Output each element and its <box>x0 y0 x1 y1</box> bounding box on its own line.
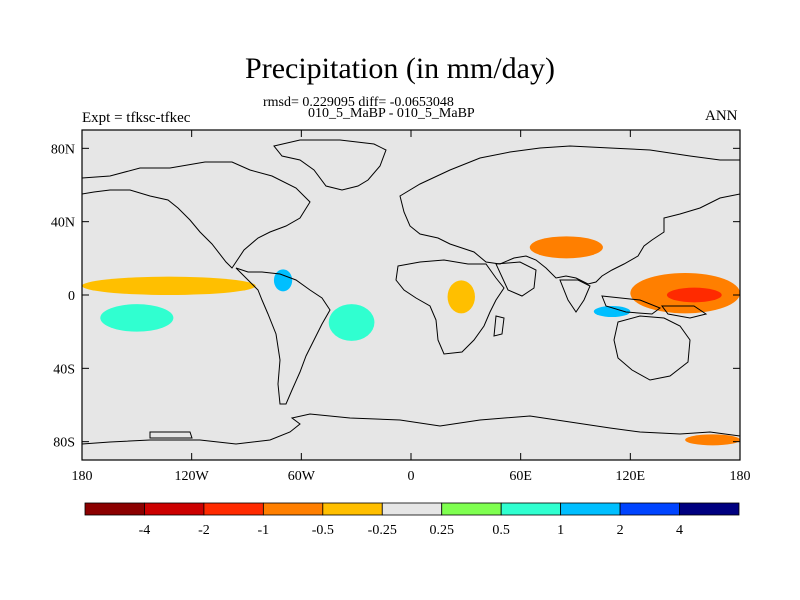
colorbar-swatch <box>84 502 145 516</box>
y-tick-label: 40S <box>53 362 75 377</box>
anomaly-region-3 <box>100 304 174 332</box>
anomaly-region-2 <box>82 276 256 296</box>
colorbar-swatch <box>381 502 443 516</box>
x-tick-label: 120E <box>616 469 646 484</box>
anomaly-region-5 <box>273 269 293 292</box>
colorbar-label: 2 <box>617 523 624 538</box>
experiment-label: Expt = tfksc-tfkec <box>82 110 191 126</box>
y-tick-label: 40N <box>51 216 75 231</box>
y-tick-label: 80N <box>51 142 75 157</box>
anomaly-region-10 <box>685 434 740 446</box>
colorbar-swatch <box>322 502 383 516</box>
colorbar-swatch <box>619 502 680 516</box>
coastlines <box>82 139 740 445</box>
colorbar-swatch <box>144 502 205 516</box>
colorbar-swatch <box>203 502 264 516</box>
anomaly-region-7 <box>529 236 603 259</box>
colorbar-label: -0.25 <box>368 523 397 538</box>
x-tick-label: 60W <box>288 469 316 484</box>
colorbar: -4 -2 -1 -0.5 -0.25 0.25 0.5 1 2 4 <box>84 502 740 538</box>
x-tick-label: 0 <box>408 469 415 484</box>
colorbar-label: 0.5 <box>492 523 510 538</box>
cases-text: 010_5_MaBP - 010_5_MaBP <box>308 106 475 121</box>
anomaly-region-6 <box>447 280 475 314</box>
x-tick-label: 60E <box>509 469 532 484</box>
anomaly-region-4 <box>328 304 375 341</box>
anomaly-region-9 <box>136 395 247 416</box>
stats-text: rmsd= 0.229095 diff= -0.0653048 <box>263 95 454 110</box>
colorbar-swatch <box>679 502 740 516</box>
colorbar-swatch <box>560 502 621 516</box>
colorbar-label: -1 <box>258 523 270 538</box>
y-tick-label: 80S <box>53 436 75 451</box>
y-axis: 80N 40N 0 40S 80S <box>51 142 740 451</box>
x-tick-label: 180 <box>730 469 751 484</box>
colorbar-label: -2 <box>198 523 210 538</box>
colorbar-swatch <box>500 502 562 516</box>
colorbar-swatch <box>262 502 324 516</box>
x-tick-label: 180 <box>72 469 93 484</box>
anomaly-region-1 <box>666 287 722 303</box>
anomaly-fills <box>82 236 740 446</box>
colorbar-label: 1 <box>557 523 564 538</box>
colorbar-swatch <box>441 502 502 516</box>
x-tick-label: 120W <box>175 469 210 484</box>
anomaly-region-8 <box>593 306 631 317</box>
colorbar-label: -4 <box>139 523 151 538</box>
chart-title: Precipitation (in mm/day) <box>245 52 555 85</box>
period-label: ANN <box>705 108 738 124</box>
colorbar-label: 4 <box>676 523 683 538</box>
colorbar-label: 0.25 <box>429 523 454 538</box>
x-axis: 180 120W 60W 0 60E 120E 180 <box>72 130 751 484</box>
colorbar-label: -0.5 <box>312 523 334 538</box>
y-tick-label: 0 <box>68 289 75 304</box>
